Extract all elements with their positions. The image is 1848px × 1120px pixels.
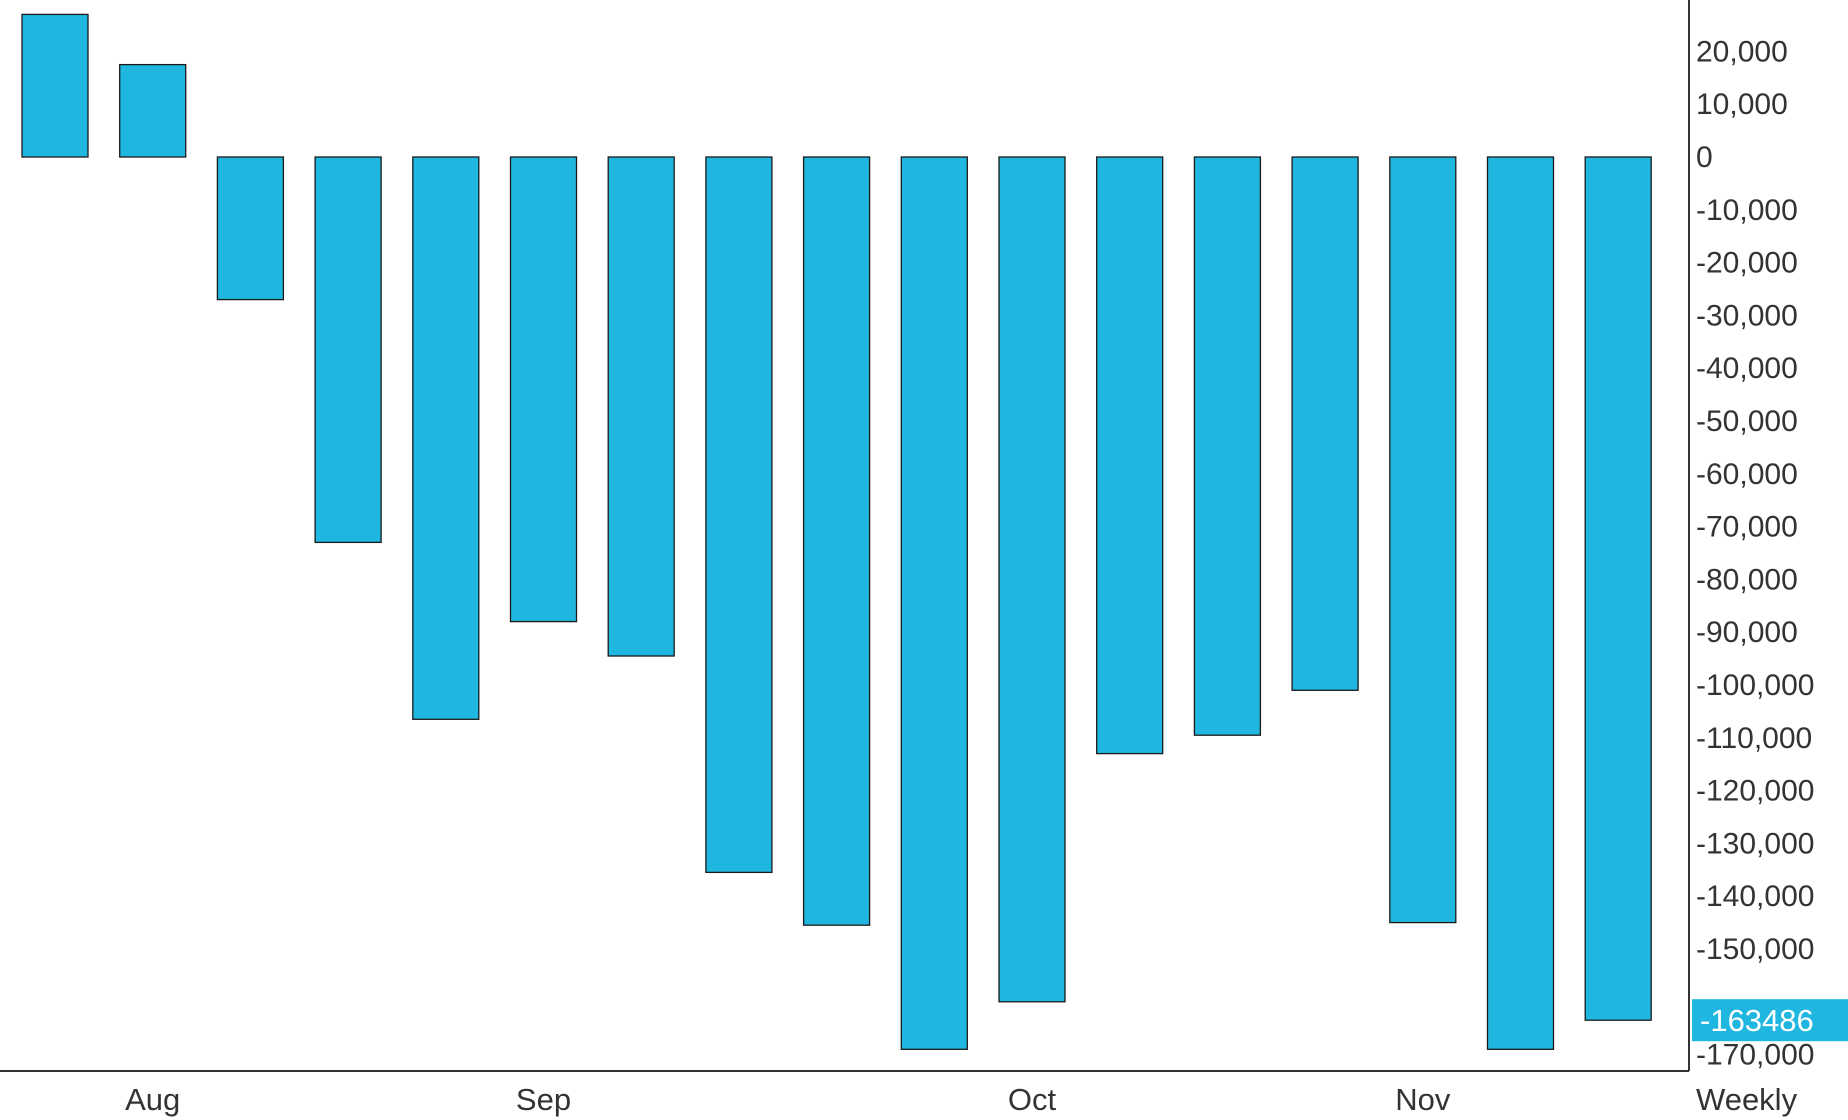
y-tick-label: 0 xyxy=(1696,141,1713,174)
period-label: Weekly xyxy=(1696,1082,1798,1117)
y-axis-ticks: 20,000 10,000 0 -10,000 -20,000 -30,000 -40,00… xyxy=(1696,35,1814,1071)
y-tick-label: -110,000 xyxy=(1696,722,1812,755)
last-value-tag: -163486 xyxy=(1692,999,1848,1042)
bar-11 xyxy=(1096,156,1164,755)
y-tick-label: -40,000 xyxy=(1696,352,1798,385)
y-tick-label: -50,000 xyxy=(1696,405,1798,438)
bars-group xyxy=(21,13,1652,1050)
last-value-background xyxy=(1692,999,1848,1042)
bar-4 xyxy=(412,156,480,720)
x-tick-label: Oct xyxy=(1008,1082,1057,1117)
y-tick-label: -170,000 xyxy=(1696,1039,1814,1072)
bar-10 xyxy=(998,156,1066,1003)
y-tick-label: -130,000 xyxy=(1696,827,1814,860)
bar-16 xyxy=(1584,156,1652,1021)
bar-13 xyxy=(1291,156,1359,691)
bar-9 xyxy=(900,156,968,1050)
bar-8 xyxy=(802,156,871,926)
y-tick-label: -80,000 xyxy=(1696,563,1798,596)
bar-6 xyxy=(607,156,675,657)
y-tick-label: -90,000 xyxy=(1696,616,1798,649)
y-tick-label: -70,000 xyxy=(1696,511,1798,544)
y-tick-label: -100,000 xyxy=(1696,669,1814,702)
y-tick-label: -60,000 xyxy=(1696,458,1798,491)
x-tick-label: Sep xyxy=(516,1082,571,1117)
bar-7 xyxy=(705,156,773,874)
bar-0 xyxy=(21,13,89,158)
y-tick-label: 10,000 xyxy=(1696,88,1788,121)
y-tick-label: -150,000 xyxy=(1696,933,1814,966)
y-tick-label: -10,000 xyxy=(1696,194,1798,227)
y-tick-label: -140,000 xyxy=(1696,880,1814,913)
x-tick-label: Aug xyxy=(125,1082,180,1117)
x-tick-label: Nov xyxy=(1395,1082,1451,1117)
y-tick-label: -30,000 xyxy=(1696,299,1798,332)
y-tick-label: -20,000 xyxy=(1696,247,1798,280)
last-value-label: -163486 xyxy=(1700,1003,1814,1038)
bar-1 xyxy=(119,63,187,158)
bar-12 xyxy=(1193,156,1262,736)
bar-2 xyxy=(216,156,285,301)
bar-15 xyxy=(1486,156,1555,1050)
bar-14 xyxy=(1389,156,1457,924)
y-tick-label: -120,000 xyxy=(1696,775,1814,808)
bar-3 xyxy=(314,156,382,544)
bar-5 xyxy=(509,156,578,623)
y-tick-label: 20,000 xyxy=(1696,35,1788,68)
x-axis-ticks: Aug Sep Oct Nov xyxy=(125,1082,1451,1117)
